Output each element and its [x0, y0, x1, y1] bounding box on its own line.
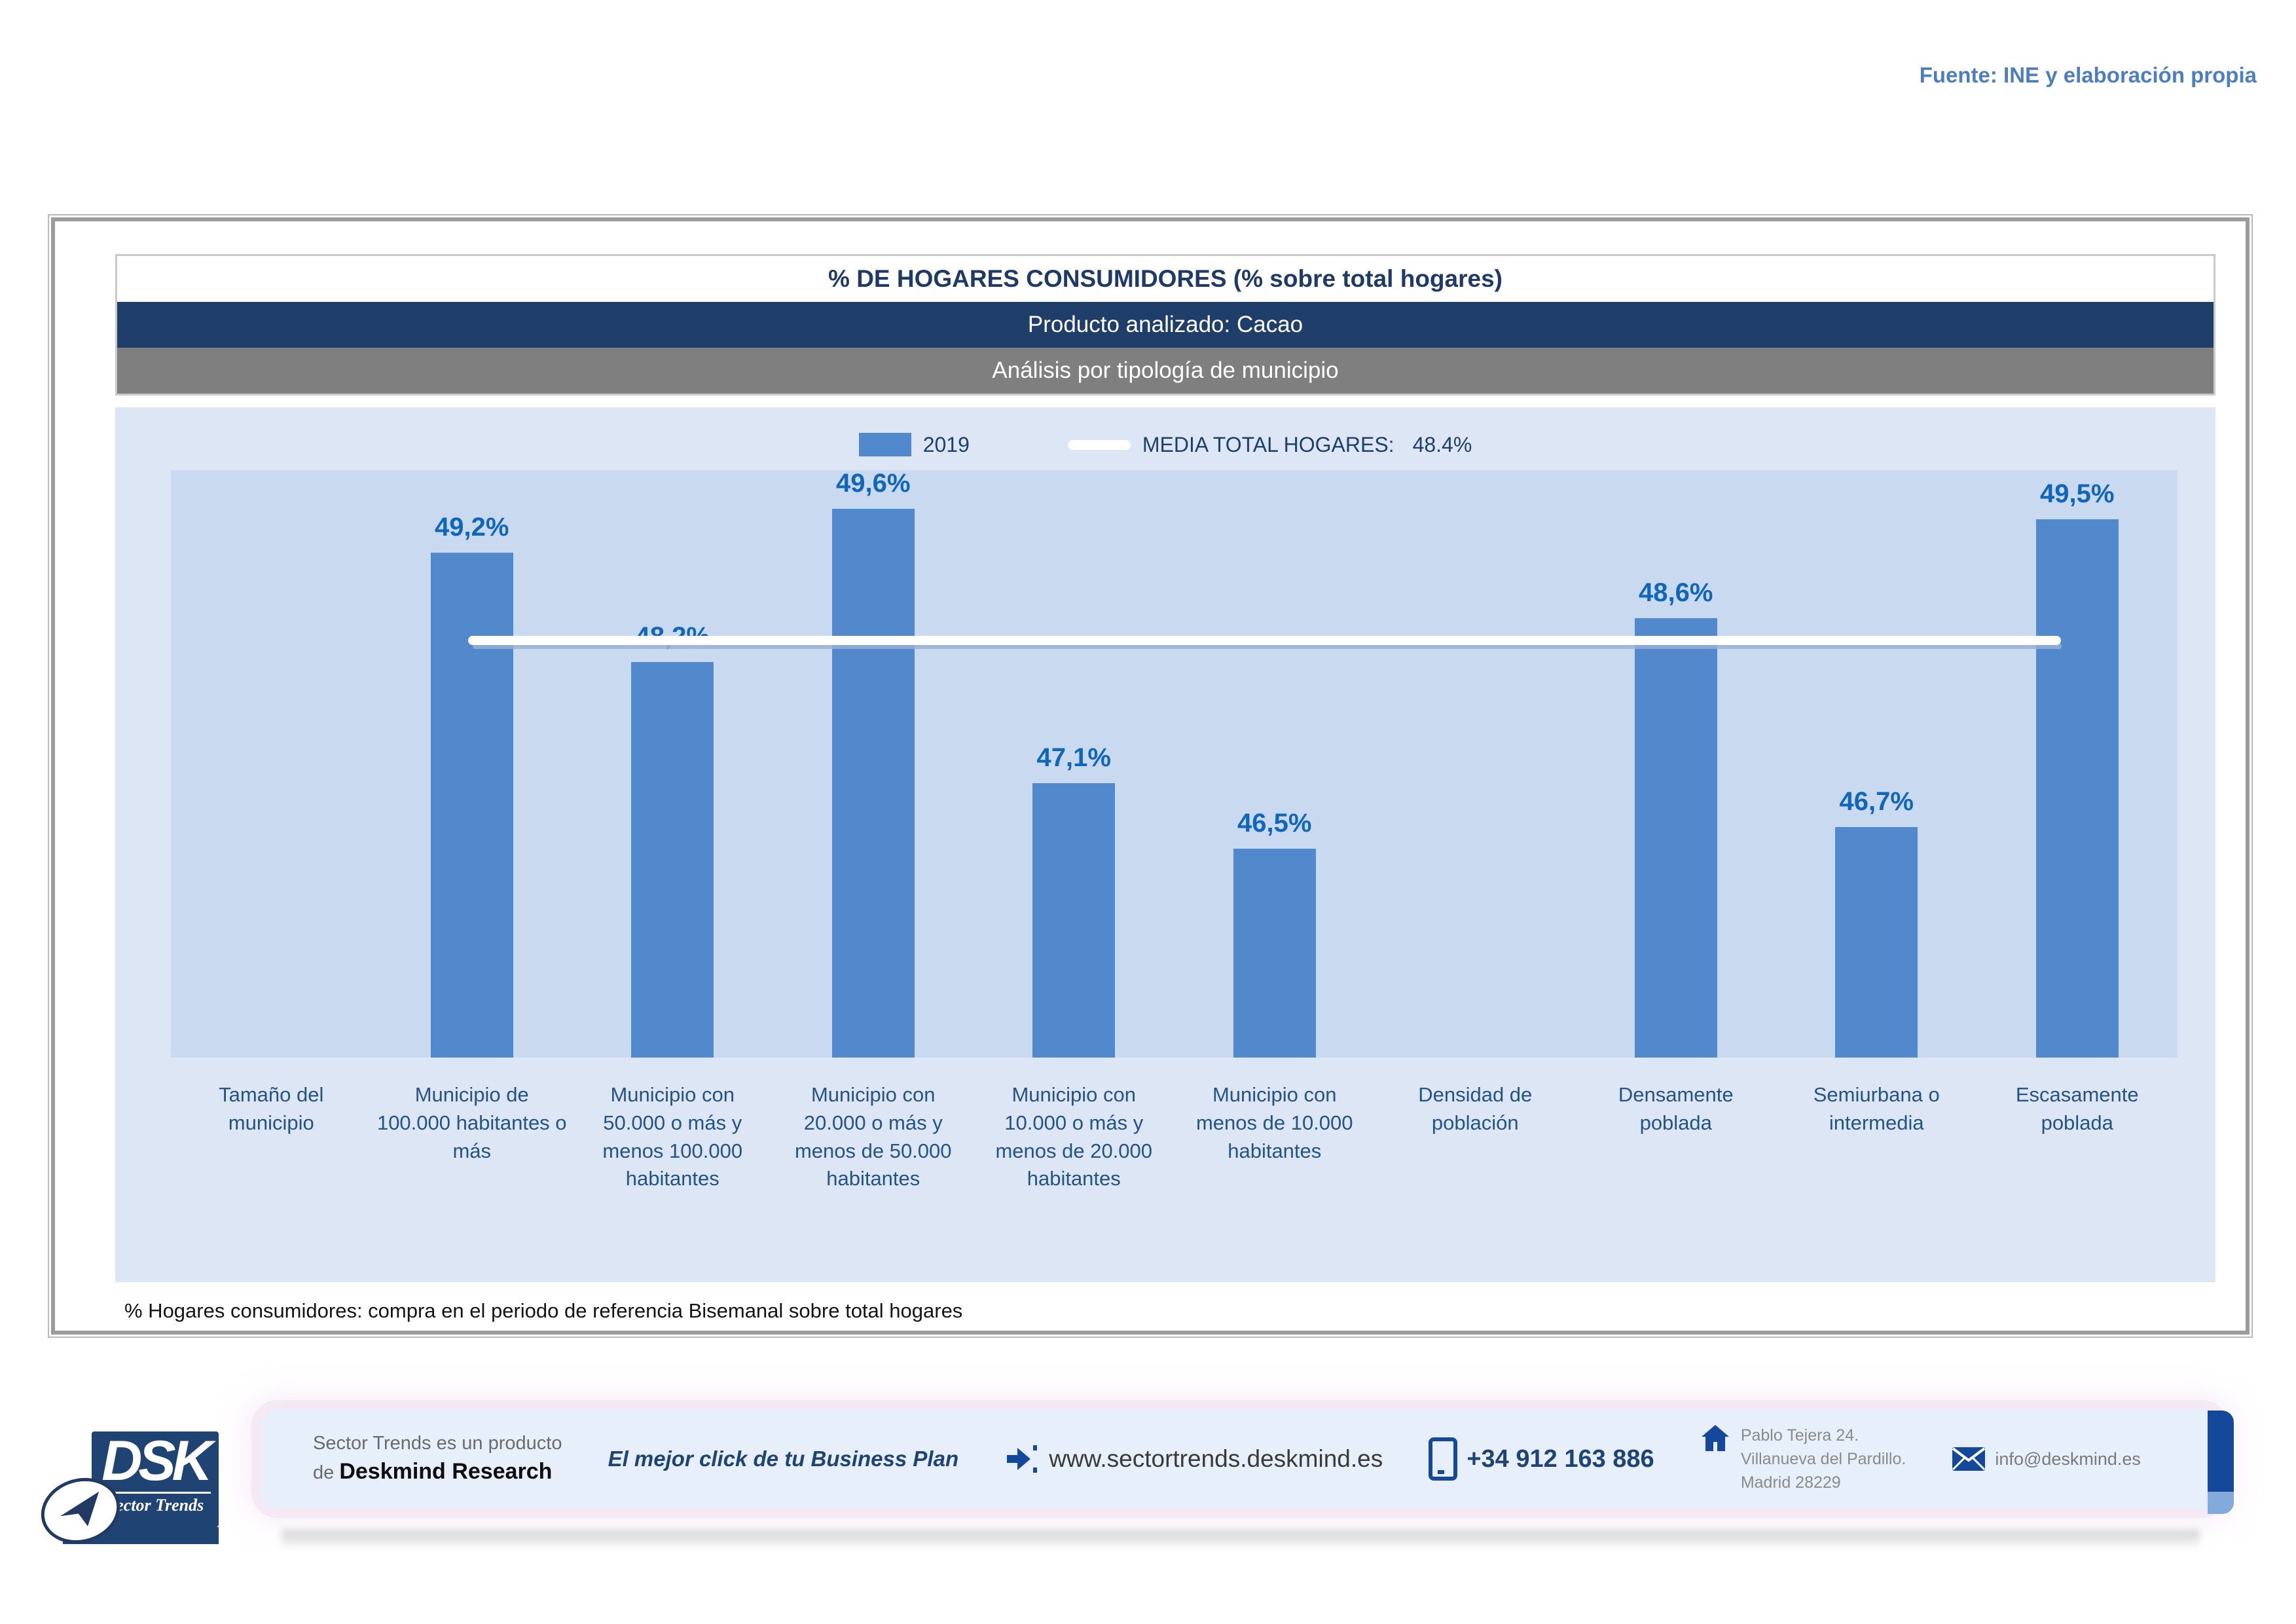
footer-address-group: Pablo Tejera 24. Villanueva del Pardillo.… [1700, 1424, 1906, 1495]
footer-address-line: Pablo Tejera 24. [1740, 1426, 1859, 1445]
chart-panel: 2019 MEDIA TOTAL HOGARES: 48.4% 49,2% 48,… [115, 407, 2215, 1282]
legend-mean-value: 48.4% [1412, 432, 1472, 456]
mean-line [467, 635, 2062, 645]
chart-subtitle-analysis: Análisis por tipología de municipio [117, 348, 2214, 394]
category-label: Densamente poblada [1618, 1083, 1734, 1134]
bar-column [171, 470, 372, 1058]
legend-bar-swatch [858, 433, 911, 456]
legend-series-label: 2019 [922, 432, 970, 456]
category-label: Municipio con 20.000 o más y menos de 50… [794, 1083, 952, 1190]
bar-column: 46,5% [1175, 470, 1376, 1058]
bar-value-label: 48,6% [1639, 578, 1713, 608]
chart-title: % DE HOGARES CONSUMIDORES (% sobre total… [117, 256, 2214, 302]
bar-column: 49,6% [773, 469, 974, 1058]
legend-mean: MEDIA TOTAL HOGARES: 48.4% [1067, 432, 1472, 457]
bar-column: 46,7% [1776, 470, 1977, 1058]
bar-2019: 48,2% [631, 622, 714, 1058]
category-label: Municipio con menos de 10.000 habitantes [1195, 1083, 1353, 1162]
bar-2019: 49,6% [831, 469, 915, 1058]
paper-plane-icon [58, 1492, 103, 1530]
footer-website-group: www.sectortrends.deskmind.es [1004, 1444, 1383, 1474]
plot-area: 49,2% 48,2% 49,6% 47,1% 46,5% 48,6% 46,7% 49,5% [171, 469, 2178, 1058]
dsk-logo-text: DSK [101, 1430, 213, 1492]
category-label: Escasamente poblada [2015, 1083, 2139, 1134]
bar-value-label: 49,5% [2040, 479, 2115, 509]
footer-company-name: Deskmind Research [339, 1458, 553, 1484]
bar-column [1375, 470, 1576, 1058]
category-labels: Tamaño del municipio Municipio de 100.000… [171, 1081, 2178, 1193]
category-label: Tamaño del municipio [219, 1083, 324, 1134]
footer-bar: Sector Trends es un producto de Deskmind… [261, 1409, 2234, 1514]
footer-address: Pablo Tejera 24. Villanueva del Pardillo.… [1741, 1424, 1906, 1495]
category-label: Municipio con 10.000 o más y menos de 20… [995, 1083, 1153, 1190]
footer-email-group: info@deskmind.es [1952, 1447, 2141, 1471]
footer-website[interactable]: www.sectortrends.deskmind.es [1049, 1445, 1383, 1472]
legend-series-2019: 2019 [858, 432, 970, 457]
chart-legend: 2019 MEDIA TOTAL HOGARES: 48.4% [115, 407, 2215, 468]
footer-slogan: El mejor click de tu Business Plan [608, 1447, 959, 1471]
bar-value-label: 47,1% [1036, 743, 1111, 772]
bar-2019: 46,5% [1233, 809, 1316, 1058]
bar-value-label: 46,5% [1237, 809, 1312, 838]
arrow-right-icon [1004, 1444, 1038, 1474]
bar-column: 47,1% [974, 470, 1175, 1058]
chart-subtitle-product: Producto analizado: Cacao [117, 302, 2214, 348]
bar-column: 49,5% [1977, 470, 2178, 1058]
footer-product-line2: de Deskmind Research [313, 1457, 562, 1487]
bar-value-label: 46,7% [1839, 786, 1914, 816]
footer-right-pill [2208, 1411, 2234, 1514]
bar-2019: 49,5% [2035, 479, 2119, 1058]
bar-2019: 48,6% [1634, 578, 1717, 1058]
legend-mean-line-swatch [1067, 439, 1131, 450]
bar-column: 48,6% [1576, 470, 1777, 1058]
source-note: Fuente: INE y elaboración propia [1919, 63, 2257, 87]
bar-2019: 49,2% [430, 513, 513, 1058]
footer-address-line: Villanueva del Pardillo. [1740, 1449, 1906, 1468]
chart-header: % DE HOGARES CONSUMIDORES (% sobre total… [115, 254, 2215, 396]
footer-right-pill-tip [2208, 1492, 2234, 1514]
footer-address-line: Madrid 28229 [1740, 1473, 1841, 1492]
report-frame: % DE HOGARES CONSUMIDORES (% sobre total… [48, 214, 2253, 1338]
category-label: Municipio de 100.000 habitantes o más [376, 1083, 567, 1162]
bar-column: 48,2% [572, 470, 773, 1058]
footer-phone: +34 912 163 886 [1467, 1445, 1654, 1473]
bar-2019: 46,7% [1835, 787, 1918, 1058]
footer-email[interactable]: info@deskmind.es [1995, 1449, 2141, 1469]
plot-columns: 49,2% 48,2% 49,6% 47,1% 46,5% 48,6% 46,7% 49,5% [171, 469, 2178, 1058]
mobile-phone-icon [1429, 1437, 1458, 1481]
legend-mean-label: MEDIA TOTAL HOGARES: [1142, 432, 1394, 456]
bar-column: 49,2% [372, 470, 573, 1058]
category-label: Semiurbana o intermedia [1813, 1083, 1940, 1134]
footer-product-block: Sector Trends es un producto de Deskmind… [313, 1431, 562, 1486]
footer-shadow [282, 1530, 2200, 1549]
bar-value-label: 49,6% [836, 468, 911, 498]
chart-footnote: % Hogares consumidores: compra en el per… [124, 1299, 963, 1322]
envelope-icon [1952, 1447, 1986, 1471]
bar-2019: 47,1% [1032, 743, 1116, 1058]
footer-product-line1: Sector Trends es un producto [313, 1433, 562, 1454]
footer-phone-group: +34 912 163 886 [1429, 1437, 1654, 1481]
footer-product-prefix: de [313, 1462, 340, 1483]
category-label: Densidad de población [1418, 1083, 1533, 1134]
bar-value-label: 49,2% [435, 512, 509, 542]
dsk-logo: DSK Sector Trends [33, 1428, 227, 1553]
dsk-logo-tagline: Sector Trends [99, 1492, 211, 1515]
house-icon [1700, 1424, 1730, 1452]
category-label: Municipio con 50.000 o más y menos 100.0… [602, 1083, 743, 1190]
